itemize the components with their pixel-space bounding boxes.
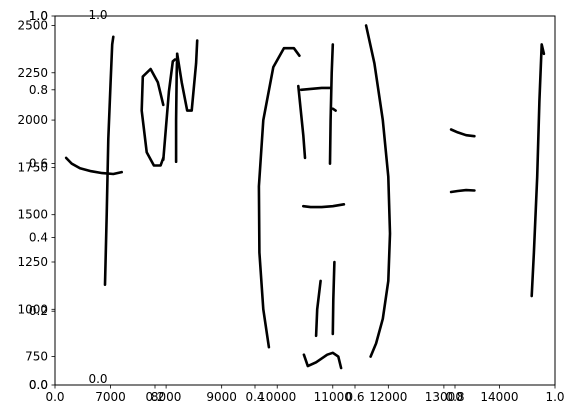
axes1-x-tick-label-0: 0.0 (45, 390, 64, 404)
stroke-10 (331, 107, 337, 112)
axes0-x-tick-label-6: 13000 (425, 390, 463, 404)
axes0-x-tick-label-5: 12000 (369, 390, 407, 404)
axes1-y-tick-label-1: 0.2 (29, 304, 48, 318)
axes2-y-tick-label-1: 1.0 (29, 9, 48, 23)
axes0-y-tick-label-0: 750 (25, 350, 48, 364)
stroke-5 (175, 39, 199, 112)
axes0-x-tick-label-1: 8000 (151, 390, 182, 404)
stroke-2 (140, 67, 165, 167)
axes-frame (54, 15, 556, 386)
axes0-y-tick-label-1: 1000 (17, 302, 48, 316)
axes0-y-tick-label-3: 1500 (17, 208, 48, 222)
axes2-x-tick-label-1: 1.0 (88, 8, 107, 22)
stroke-0 (64, 156, 123, 176)
axes0-x-tick-label-3: 10000 (258, 390, 296, 404)
axes0-x-tick-label-7: 14000 (480, 390, 518, 404)
stroke-17 (449, 188, 476, 194)
ticks-layer: 7000 8000 9000 10000 11000 12000 13000 14000 750… (17, 8, 564, 404)
axes1-x-tick-label-2: 0.4 (245, 390, 264, 404)
axes1-y-tick-label-3: 0.6 (29, 157, 48, 171)
axes0-y-tick-label-5: 2000 (17, 113, 48, 127)
axes1-x-tick-label-5: 1.0 (545, 390, 564, 404)
axes0-x-tick-label-0: 7000 (95, 390, 126, 404)
stroke-8 (299, 86, 332, 92)
plot-area (55, 16, 555, 385)
stroke-13 (331, 260, 336, 336)
axes1-x-tick-label-1: 0.2 (145, 390, 164, 404)
stroke-1 (103, 35, 115, 287)
axes0-x-tick-label-4: 11000 (314, 390, 352, 404)
axes0-y-tick-label-4: 1750 (17, 160, 48, 174)
axes0-y-tick-label-6: 2250 (17, 66, 48, 80)
stroke-12 (314, 279, 322, 338)
axes0-y-tick-label-2: 1250 (17, 255, 48, 269)
stroke-7 (296, 84, 307, 160)
stroke-9 (328, 43, 335, 165)
axes1-x-tick-label-3: 0.6 (345, 390, 364, 404)
stroke-3 (162, 58, 177, 162)
stroke-11 (301, 203, 346, 209)
axes2-x-tick-label-0: 0.0 (88, 372, 107, 386)
stroke-18 (530, 43, 546, 298)
stroke-15 (364, 24, 392, 358)
stroke-6 (257, 46, 301, 349)
axes1-y-tick-label-4: 0.8 (29, 83, 48, 97)
strokes-layer (64, 24, 546, 370)
stroke-16 (449, 128, 476, 138)
axes0-x-tick-label-2: 9000 (206, 390, 237, 404)
axes0-y-tick-label-7: 2500 (17, 18, 48, 32)
axes1-x-tick-label-4: 0.8 (445, 390, 464, 404)
axes1-y-tick-label-2: 0.4 (29, 230, 48, 244)
stroke-4 (174, 52, 179, 163)
stroke-14 (302, 351, 343, 370)
axes1-y-tick-label-5: 1.0 (29, 9, 48, 23)
axes1-y-tick-label-0: 0.0 (29, 378, 48, 392)
axes2-y-tick-label-0: 0.0 (29, 378, 48, 392)
frame-layer (54, 15, 556, 386)
axes-background (55, 16, 555, 385)
